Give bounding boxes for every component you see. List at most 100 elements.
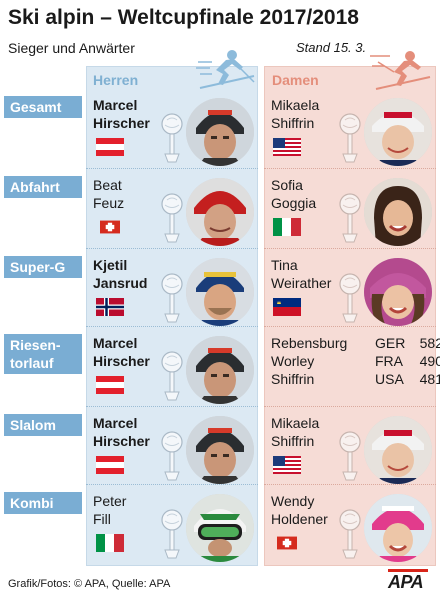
women-winner-photo: [364, 178, 432, 246]
row-divider: [86, 248, 258, 249]
men-winner-photo: [186, 258, 254, 326]
row-divider: [264, 168, 436, 169]
category-label: Kombi: [4, 492, 82, 514]
women-column-header: Damen: [272, 72, 319, 88]
athlete-name: Rebensburg: [271, 335, 348, 351]
men-winner-name: Beat Feuz: [93, 176, 188, 212]
crystal-globe-icon: [339, 193, 361, 243]
page-title: Ski alpin – Weltcupfinale 2017/2018: [8, 6, 359, 29]
women-winner-name: Mikaela Shiffrin: [271, 96, 366, 132]
male-skier-icon: [196, 50, 255, 89]
first-name: Marcel: [93, 335, 138, 351]
last-name: Feuz: [93, 195, 125, 211]
row-divider: [86, 326, 258, 327]
last-name: Hirscher: [93, 353, 150, 369]
men-winner-photo: [186, 336, 254, 404]
women-winner-name: Wendy Holdener: [271, 492, 366, 528]
row-gesamt: Gesamt Marcel Hirscher Mikaela Shiffrin: [0, 92, 440, 172]
first-name: Peter: [93, 493, 127, 509]
women-winner-name: Mikaela Shiffrin: [271, 414, 366, 450]
row-abfahrt: Abfahrt Beat Feuz Sofia Goggia: [0, 172, 440, 252]
category-label: Gesamt: [4, 96, 82, 118]
athlete-name: Worley: [271, 353, 315, 369]
first-name: Wendy: [271, 493, 315, 509]
women-winner-photo: [364, 258, 432, 326]
athlete-name: Shiffrin: [271, 371, 315, 387]
crystal-globe-icon: [161, 273, 183, 323]
last-name: Holdener: [271, 511, 328, 527]
austria-flag-icon: [96, 138, 124, 156]
usa-flag-icon: [273, 138, 301, 156]
men-winner-name: Kjetil Jansrud: [93, 256, 188, 292]
last-name: Shiffrin: [271, 433, 315, 449]
liechtenstein-flag-icon: [273, 298, 301, 316]
row-slalom: Slalom Marcel Hirscher Mikaela Shiffrin: [0, 410, 440, 490]
men-winner-photo: [186, 98, 254, 166]
switzerland-flag-icon: [277, 536, 297, 550]
female-skier-icon: [370, 51, 431, 90]
first-name: Tina: [271, 257, 298, 273]
first-name: Mikaela: [271, 97, 320, 113]
last-name: Goggia: [271, 195, 317, 211]
crystal-globe-icon: [339, 113, 361, 163]
last-name: Shiffrin: [271, 115, 315, 131]
last-name: Weirather: [271, 275, 332, 291]
men-winner-photo: [186, 178, 254, 246]
category-label: Slalom: [4, 414, 82, 436]
crystal-globe-icon: [161, 351, 183, 401]
crystal-globe-icon: [161, 431, 183, 481]
country-code: GER: [375, 335, 406, 351]
row-divider: [264, 484, 436, 485]
row-divider: [86, 406, 258, 407]
last-name: Hirscher: [93, 433, 150, 449]
standings-row: Rebensburg GER 582: [271, 334, 440, 352]
norway-flag-icon: [96, 298, 124, 316]
switzerland-flag-icon: [100, 220, 120, 234]
points: 490: [419, 353, 440, 369]
women-winner-photo: [364, 494, 432, 562]
category-label-line: Riesen-: [10, 337, 61, 353]
page-subtitle: Sieger und Anwärter: [8, 40, 135, 56]
row-super-g: Super-G Kjetil Jansrud Tina Weirather: [0, 252, 440, 332]
first-name: Marcel: [93, 415, 138, 431]
points: 582: [419, 335, 440, 351]
men-winner-name: Peter Fill: [93, 492, 188, 528]
men-winner-photo: [186, 416, 254, 484]
photo-credit: Grafik/Fotos: © APA, Quelle: APA: [8, 578, 171, 590]
country-code: USA: [375, 371, 404, 387]
row-kombi: Kombi Peter Fill Wendy Holdener: [0, 488, 440, 568]
row-divider: [264, 326, 436, 327]
standings-row: Shiffrin USA 481: [271, 370, 440, 388]
first-name: Kjetil: [93, 257, 128, 273]
first-name: Sofia: [271, 177, 303, 193]
category-label: Super-G: [4, 256, 82, 278]
first-name: Mikaela: [271, 415, 320, 431]
row-divider: [264, 406, 436, 407]
crystal-globe-icon: [339, 273, 361, 323]
men-winner-name: Marcel Hirscher: [93, 96, 188, 132]
men-winner-name: Marcel Hirscher: [93, 414, 188, 450]
row-divider: [264, 248, 436, 249]
standings-row: Worley FRA 490: [271, 352, 440, 370]
country-code: FRA: [375, 353, 403, 369]
apa-logo: APA: [388, 572, 424, 592]
women-winner-name: Tina Weirather: [271, 256, 366, 292]
last-name: Fill: [93, 511, 111, 527]
last-name: Hirscher: [93, 115, 150, 131]
date-note: Stand 15. 3.: [296, 40, 367, 55]
first-name: Marcel: [93, 97, 138, 113]
last-name: Jansrud: [93, 275, 148, 291]
women-standings-table: Rebensburg GER 582 Worley FRA 490 Shiffr…: [271, 334, 440, 388]
men-winner-photo: [186, 494, 254, 562]
usa-flag-icon: [273, 456, 301, 474]
men-column-header: Herren: [93, 72, 139, 88]
points: 481: [419, 371, 440, 387]
category-label: Abfahrt: [4, 176, 82, 198]
austria-flag-icon: [96, 376, 124, 394]
women-winner-photo: [364, 98, 432, 166]
austria-flag-icon: [96, 456, 124, 474]
category-label-line: torlauf: [10, 355, 54, 371]
crystal-globe-icon: [161, 509, 183, 559]
italy-flag-icon: [96, 534, 124, 552]
category-label: Riesen- torlauf: [4, 334, 82, 374]
